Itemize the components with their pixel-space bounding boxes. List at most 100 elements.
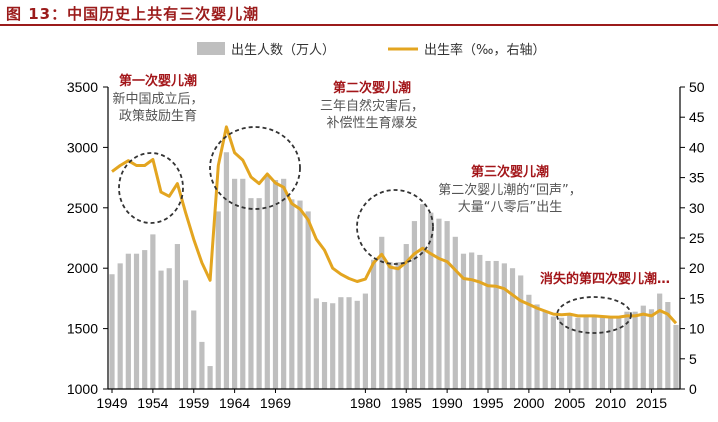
- bar-2006: [575, 317, 581, 389]
- bar-1951: [125, 253, 131, 389]
- bar-2008: [591, 315, 597, 389]
- x-tick-label: 1969: [260, 395, 291, 411]
- bar-1988: [428, 212, 434, 389]
- annotation-3-text: 大量“八零后”出生: [458, 200, 562, 215]
- bar-1975: [321, 302, 328, 389]
- bar-1999: [518, 275, 524, 389]
- right-tick-label: 45: [689, 109, 705, 125]
- right-tick-label: 50: [689, 79, 705, 95]
- bar-1968: [264, 176, 270, 389]
- left-tick-label: 1000: [67, 381, 98, 397]
- bar-2007: [583, 316, 589, 389]
- annotation-3-text: 第二次婴儿潮的“回声”，: [438, 182, 581, 198]
- birth-bars: [109, 152, 679, 389]
- bar-1985: [403, 244, 409, 389]
- birth-rate-line: [111, 125, 678, 325]
- x-tick-label: 1990: [432, 395, 463, 411]
- bar-1966: [248, 198, 254, 389]
- bar-2000: [526, 294, 532, 389]
- right-tick-label: 30: [689, 200, 705, 216]
- bar-2010: [608, 317, 614, 389]
- bar-1954: [150, 234, 156, 389]
- bar-1970: [281, 178, 287, 389]
- legend-bar-swatch: [197, 42, 225, 55]
- bar-2001: [534, 304, 540, 389]
- annotation-2-title: 第二次婴儿潮: [333, 80, 411, 96]
- bar-1982: [379, 236, 385, 389]
- bar-2017: [665, 302, 671, 389]
- bar-1992: [460, 253, 467, 389]
- bar-1990: [444, 221, 450, 389]
- annotation-1-title: 第一次婴儿潮: [119, 73, 197, 89]
- bar-2005: [567, 314, 573, 389]
- bar-1998: [509, 268, 516, 389]
- x-tick-label: 2010: [595, 395, 626, 411]
- right-tick-label: 5: [689, 351, 697, 367]
- bar-2014: [640, 305, 646, 389]
- bar-1997: [501, 263, 507, 389]
- bar-1984: [395, 262, 401, 389]
- bar-2009: [599, 316, 606, 389]
- birth-rate-polyline: [111, 125, 678, 325]
- x-tick-label: 1949: [96, 395, 127, 411]
- left-tick-label: 3500: [67, 79, 98, 95]
- bar-1950: [117, 263, 123, 389]
- right-tick-label: 25: [689, 230, 705, 246]
- left-tick-label: 2500: [67, 200, 98, 216]
- legend-bar-label: 出生人数（万人）: [231, 43, 335, 58]
- title-rule: [0, 24, 718, 26]
- bar-2015: [648, 309, 655, 389]
- left-tick-label: 2000: [67, 260, 98, 276]
- bar-2003: [550, 316, 556, 389]
- bar-1952: [133, 253, 140, 389]
- bar-1953: [142, 250, 148, 389]
- bar-1980: [362, 293, 368, 389]
- bar-1976: [330, 303, 336, 389]
- bar-1996: [493, 260, 499, 389]
- right-tick-label: 35: [689, 170, 705, 186]
- annotation-3-title: 第三次婴儿潮: [471, 164, 549, 180]
- bar-1987: [420, 204, 426, 389]
- annotation-2-text: 补偿性生育爆发: [326, 115, 417, 131]
- bar-1973: [305, 211, 311, 389]
- axes: 1000 1500 2000 2500 3000 3500 0 5 10 15 20 25 30 35 40…: [67, 79, 705, 411]
- left-tick-label: 1500: [67, 321, 98, 337]
- x-tick-label: 1959: [178, 395, 209, 411]
- bar-1978: [346, 297, 352, 389]
- legend: 出生人数（万人） 出生率（‰，右轴）: [197, 42, 545, 58]
- bar-1991: [452, 236, 458, 389]
- annotation-2-text: 三年自然灾害后，: [320, 98, 424, 114]
- bar-2013: [632, 311, 638, 389]
- x-tick-label: 1995: [472, 395, 503, 411]
- bar-1958: [182, 280, 189, 389]
- bar-1963: [223, 152, 230, 389]
- baby-boom-1-circle: [118, 152, 184, 224]
- right-tick-label: 40: [689, 139, 705, 155]
- bar-1959: [191, 310, 197, 389]
- bar-1956: [166, 268, 172, 389]
- bar-1949: [109, 274, 115, 389]
- bar-1960: [199, 341, 205, 389]
- bar-1965: [240, 178, 246, 389]
- bar-1977: [338, 297, 344, 389]
- bar-1969: [272, 180, 279, 389]
- bar-1981: [370, 259, 377, 389]
- right-tick-label: 0: [689, 381, 697, 397]
- left-tick-label: 3000: [67, 139, 98, 155]
- bar-1957: [174, 244, 180, 389]
- bar-1967: [256, 198, 262, 389]
- right-tick-label: 15: [689, 290, 705, 306]
- x-tick-label: 2000: [513, 395, 544, 411]
- right-tick-label: 20: [689, 260, 705, 276]
- bar-1983: [387, 262, 393, 389]
- bar-2002: [542, 310, 548, 389]
- baby-boom-4-circle: [556, 296, 632, 334]
- bar-2016: [657, 293, 663, 389]
- x-tick-label: 1980: [350, 395, 381, 411]
- bar-1979: [354, 300, 360, 389]
- bar-1955: [158, 270, 164, 389]
- bar-1962: [215, 211, 221, 389]
